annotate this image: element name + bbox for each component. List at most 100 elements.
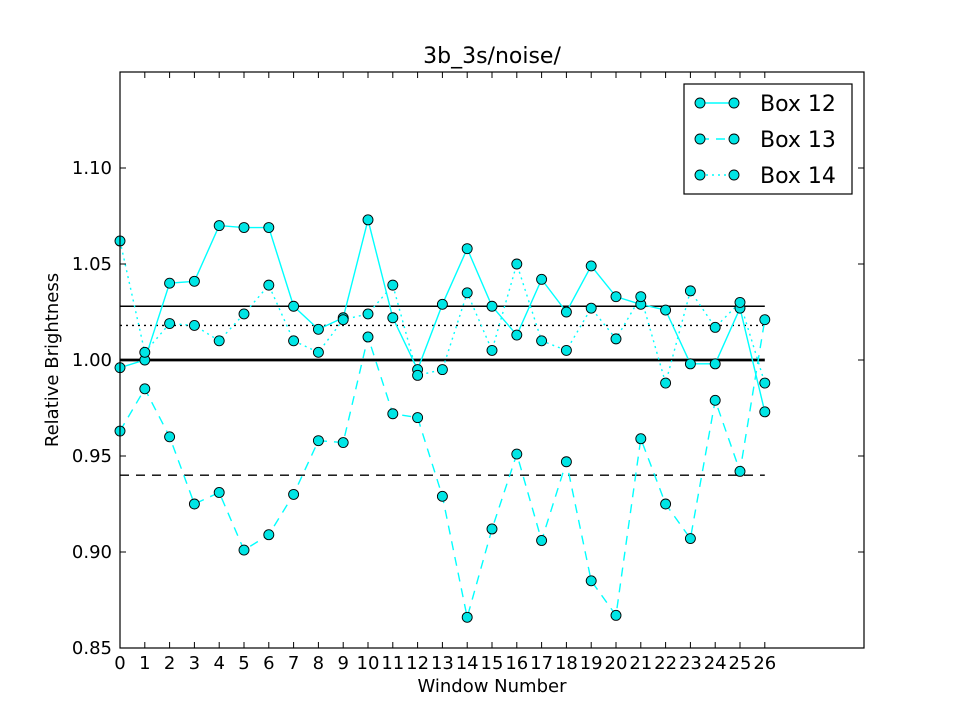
data-point-s2-16 bbox=[511, 448, 523, 460]
x-tick-label-17: 17 bbox=[530, 653, 553, 674]
data-point-s2-26 bbox=[759, 314, 771, 326]
data-point-s2-6 bbox=[263, 529, 275, 541]
data-point-s1-4 bbox=[213, 220, 225, 232]
data-point-s3-21 bbox=[635, 291, 647, 303]
data-point-s3-22 bbox=[660, 377, 672, 389]
x-tick-label-10: 10 bbox=[357, 653, 380, 674]
y-axis-ticks: 0.85 0.90 0.95 1.00 1.05 1.10 bbox=[72, 158, 864, 659]
data-point-s3-24 bbox=[709, 321, 721, 333]
data-point-s3-8 bbox=[312, 346, 324, 358]
chart-title: 3b_3s/noise/ bbox=[423, 44, 561, 69]
x-tick-label-2: 2 bbox=[164, 653, 175, 674]
data-point-s1-14 bbox=[461, 243, 473, 255]
data-point-s3-5 bbox=[238, 308, 250, 320]
data-point-s1-23 bbox=[684, 358, 696, 370]
x-tick-label-26: 26 bbox=[753, 653, 776, 674]
data-point-s3-17 bbox=[536, 335, 548, 347]
data-point-s3-2 bbox=[164, 318, 176, 329]
data-point-s1-2 bbox=[164, 277, 176, 289]
data-point-s2-24 bbox=[709, 394, 721, 406]
y-tick-label-3: 1.00 bbox=[72, 350, 112, 371]
data-point-s2-1 bbox=[139, 383, 151, 395]
data-point-s3-9 bbox=[337, 314, 349, 326]
data-point-s2-19 bbox=[585, 575, 597, 587]
data-point-s1-17 bbox=[536, 273, 548, 285]
data-point-s2-4 bbox=[213, 487, 225, 498]
x-tick-label-12: 12 bbox=[406, 653, 429, 674]
x-tick-label-16: 16 bbox=[505, 653, 528, 674]
data-point-s1-15 bbox=[486, 300, 498, 312]
data-point-s1-11 bbox=[387, 312, 399, 324]
data-point-s2-17 bbox=[536, 535, 548, 546]
data-point-s2-25 bbox=[734, 465, 746, 477]
x-tick-label-20: 20 bbox=[605, 653, 628, 674]
data-point-s3-4 bbox=[213, 335, 225, 347]
y-tick-label-1: 0.90 bbox=[72, 542, 112, 563]
data-point-s3-26 bbox=[759, 377, 771, 389]
data-point-s3-3 bbox=[188, 319, 200, 331]
data-point-s2-9 bbox=[337, 437, 349, 449]
legend-marker-1-0 bbox=[694, 97, 706, 109]
x-tick-label-1: 1 bbox=[139, 653, 150, 674]
data-point-s2-23 bbox=[684, 533, 696, 545]
data-point-s2-20 bbox=[610, 609, 622, 621]
legend-label-3: Box 14 bbox=[760, 164, 836, 189]
data-point-s2-15 bbox=[486, 523, 498, 535]
y-tick-label-4: 1.05 bbox=[72, 254, 112, 275]
x-tick-label-15: 15 bbox=[481, 653, 504, 674]
data-point-s2-2 bbox=[164, 431, 176, 443]
x-tick-label-14: 14 bbox=[456, 653, 479, 674]
x-tick-label-24: 24 bbox=[704, 653, 727, 674]
x-tick-label-21: 21 bbox=[629, 653, 652, 674]
data-point-s3-13 bbox=[436, 364, 448, 376]
data-point-s1-5 bbox=[238, 222, 250, 233]
data-point-s3-15 bbox=[486, 344, 498, 356]
x-axis-ticks: 0 1 2 3 4 5 6 7 8 9 10 11 12 13 14 15 16 17 18 19 20 21 22 23 24… bbox=[114, 72, 776, 674]
data-point-s1-24 bbox=[709, 358, 721, 370]
data-point-s2-13 bbox=[436, 490, 448, 502]
data-point-s1-18 bbox=[560, 306, 572, 318]
x-tick-label-18: 18 bbox=[555, 653, 578, 674]
legend-marker-3-1 bbox=[728, 169, 740, 181]
data-point-s1-10 bbox=[362, 214, 374, 226]
y-tick-label-2: 0.95 bbox=[72, 446, 112, 467]
legend: Box 12 Box 13 Box 14 bbox=[683, 83, 853, 195]
data-point-s2-8 bbox=[312, 435, 324, 447]
data-point-s2-11 bbox=[387, 408, 399, 420]
data-point-s3-16 bbox=[511, 258, 523, 270]
data-point-s3-7 bbox=[288, 335, 300, 347]
data-point-s3-12 bbox=[412, 369, 424, 381]
x-tick-label-13: 13 bbox=[431, 653, 454, 674]
data-point-s2-14 bbox=[461, 611, 473, 623]
data-point-s2-7 bbox=[288, 488, 300, 500]
data-point-s2-3 bbox=[188, 498, 200, 510]
data-point-s1-6 bbox=[263, 222, 275, 233]
data-point-s2-12 bbox=[412, 412, 424, 424]
data-point-s3-25 bbox=[734, 296, 746, 308]
data-point-s2-10 bbox=[362, 331, 374, 343]
legend-label-1: Box 12 bbox=[760, 92, 836, 117]
data-point-s2-18 bbox=[560, 456, 572, 468]
y-tick-label-5: 1.10 bbox=[72, 158, 112, 179]
data-point-s2-22 bbox=[660, 498, 672, 510]
y-tick-label-0: 0.85 bbox=[72, 638, 112, 659]
x-tick-label-19: 19 bbox=[580, 653, 603, 674]
data-point-s1-7 bbox=[288, 300, 300, 312]
data-point-s1-22 bbox=[660, 304, 672, 316]
legend-marker-3-0 bbox=[694, 169, 706, 181]
data-point-s3-1 bbox=[139, 346, 151, 358]
x-tick-label-22: 22 bbox=[654, 653, 677, 674]
data-point-s3-20 bbox=[610, 333, 622, 345]
data-point-s3-23 bbox=[684, 285, 696, 297]
x-tick-label-4: 4 bbox=[213, 653, 224, 674]
data-point-s2-5 bbox=[238, 544, 250, 556]
data-point-s3-6 bbox=[263, 279, 275, 291]
data-point-s3-18 bbox=[560, 344, 572, 356]
data-point-s1-13 bbox=[436, 298, 448, 310]
x-tick-label-7: 7 bbox=[288, 653, 299, 674]
x-tick-label-6: 6 bbox=[263, 653, 274, 674]
x-tick-label-5: 5 bbox=[238, 653, 249, 674]
data-point-s3-11 bbox=[387, 279, 399, 291]
x-tick-label-8: 8 bbox=[313, 653, 324, 674]
x-tick-label-9: 9 bbox=[337, 653, 348, 674]
